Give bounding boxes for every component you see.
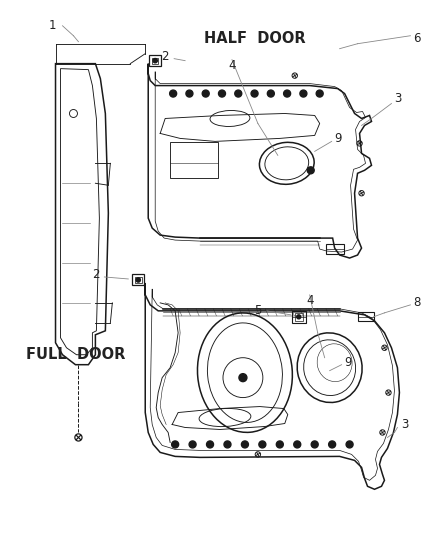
Circle shape (276, 441, 283, 448)
Circle shape (207, 441, 213, 448)
Circle shape (186, 90, 193, 97)
Circle shape (294, 441, 301, 448)
Circle shape (251, 90, 258, 97)
Bar (170, 142, 218, 178)
Bar (292, 311, 306, 323)
Circle shape (328, 441, 336, 448)
Text: 2: 2 (92, 269, 99, 281)
Text: HALF  DOOR: HALF DOOR (204, 31, 306, 46)
Text: 4: 4 (228, 59, 236, 72)
Circle shape (172, 441, 179, 448)
Circle shape (300, 90, 307, 97)
Text: FULL  DOOR: FULL DOOR (26, 347, 125, 362)
Circle shape (219, 90, 226, 97)
Circle shape (307, 167, 314, 174)
Circle shape (136, 278, 141, 282)
Circle shape (170, 90, 177, 97)
Circle shape (202, 90, 209, 97)
Circle shape (153, 59, 157, 63)
Circle shape (284, 90, 290, 97)
Circle shape (259, 441, 266, 448)
Circle shape (297, 315, 301, 319)
Circle shape (239, 374, 247, 382)
Text: 2: 2 (162, 50, 169, 63)
Circle shape (241, 441, 248, 448)
Bar (132, 274, 144, 286)
Text: 6: 6 (413, 32, 421, 45)
Circle shape (235, 90, 242, 97)
Text: 9: 9 (344, 356, 351, 369)
Bar (295, 313, 303, 321)
Bar (152, 58, 159, 63)
Circle shape (224, 441, 231, 448)
Text: 1: 1 (49, 19, 56, 33)
Bar (326, 244, 343, 254)
Text: 8: 8 (413, 296, 421, 309)
Text: 3: 3 (394, 92, 401, 105)
Circle shape (311, 441, 318, 448)
Bar (135, 277, 141, 283)
Text: 9: 9 (334, 132, 341, 145)
Circle shape (316, 90, 323, 97)
Text: 4: 4 (306, 294, 314, 308)
Circle shape (346, 441, 353, 448)
Text: 3: 3 (401, 418, 408, 431)
Text: 5: 5 (254, 304, 261, 317)
Bar (149, 55, 161, 66)
Circle shape (267, 90, 274, 97)
Circle shape (189, 441, 196, 448)
Bar (357, 312, 374, 321)
